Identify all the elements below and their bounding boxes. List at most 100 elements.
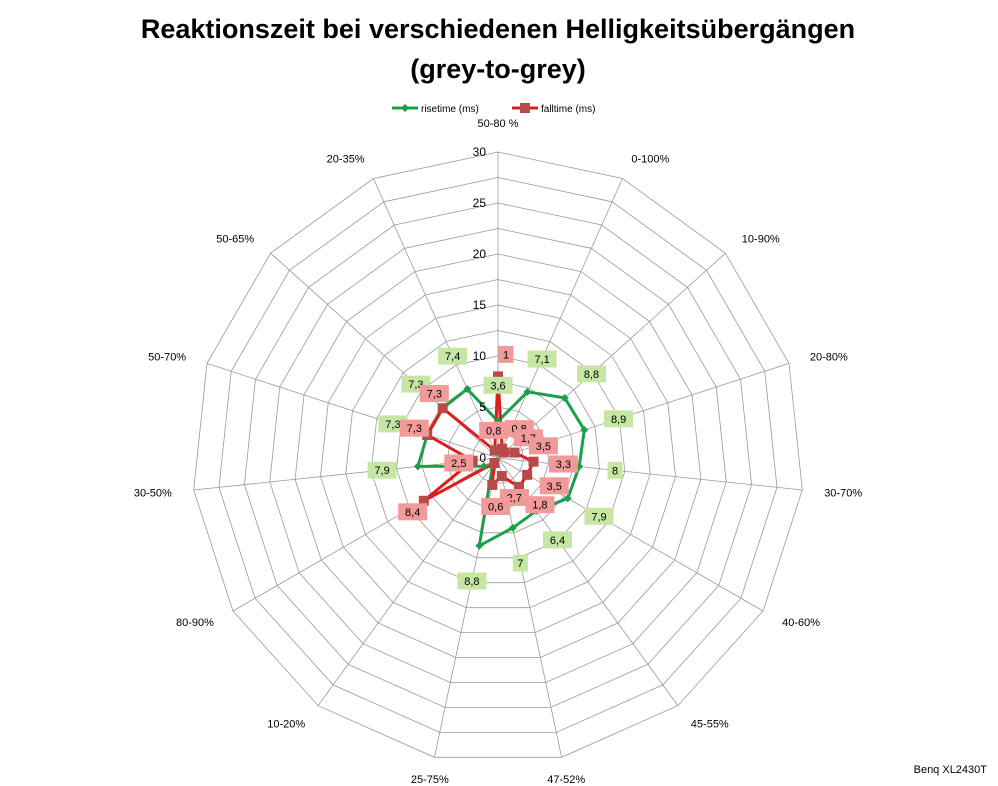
grid-ring: [396, 355, 600, 559]
falltime-label-box: [398, 503, 428, 521]
falltime-label-box: [399, 419, 429, 437]
grid-spoke: [373, 178, 499, 459]
risetime-data-label: 7,3: [385, 419, 400, 431]
grid-spoke: [497, 457, 803, 491]
category-label: 40-60%: [782, 617, 820, 629]
risetime-label-box: [543, 531, 572, 549]
falltime-point: [528, 456, 539, 467]
grid-ring: [193, 151, 803, 758]
risetime-data-label: 8: [612, 465, 618, 477]
risetime-label-box: [607, 461, 623, 479]
footer-label: Benq XL2430T: [914, 764, 988, 776]
category-label: 47-52%: [547, 774, 585, 786]
falltime-data-label: 8,4: [405, 507, 420, 519]
risetime-data-label: 6,4: [550, 535, 565, 547]
grid-spoke: [497, 178, 623, 459]
falltime-data-label: 7,3: [427, 389, 442, 401]
category-labels: 50-80 % 0-100% 10-90% 20-80% 30-70% 40-60% 45-…: [134, 118, 862, 786]
falltime-label-box: [481, 498, 511, 515]
grid-ring: [294, 253, 702, 658]
risetime-data-label: 8,9: [611, 414, 626, 426]
risetime-point: [479, 462, 488, 471]
risetime-data-label: 8,8: [584, 369, 599, 381]
grid-spoke: [497, 252, 726, 459]
category-label: 0-100%: [631, 153, 669, 165]
category-label: 30-70%: [824, 487, 862, 499]
falltime-point: [489, 458, 500, 468]
grid-spoke: [206, 363, 499, 459]
category-label: 20-35%: [327, 153, 365, 165]
risetime-data-label: 8,8: [464, 576, 479, 588]
category-label: 20-80%: [810, 352, 848, 364]
grid-ring: [320, 279, 676, 633]
falltime-data-label: 0,6: [488, 502, 503, 514]
grid-spoke: [317, 457, 499, 706]
falltime-point: [514, 481, 524, 492]
risetime-point: [560, 393, 569, 402]
risetime-data-label: 7: [517, 558, 523, 570]
grid-ring: [243, 202, 753, 708]
falltime-point: [418, 495, 429, 506]
falltime-data-label: 7,3: [407, 423, 422, 435]
falltime-data-label: 0,8: [486, 425, 501, 437]
falltime-label-box: [539, 477, 569, 495]
category-label: 80-90%: [176, 617, 214, 629]
falltime-data-label: 1,8: [532, 500, 547, 512]
falltime-data-label: 3,5: [536, 441, 551, 453]
risetime-point: [580, 425, 589, 434]
grid-ring: [218, 177, 778, 733]
risetime-label-box: [577, 365, 606, 383]
category-label: 25-75%: [411, 774, 449, 786]
risetime-point: [413, 462, 422, 471]
legend-marker-risetime: [401, 104, 409, 112]
risetime-label-box: [512, 554, 528, 572]
risetime-point: [523, 387, 532, 396]
falltime-label-box: [479, 421, 509, 439]
legend: risetime (ms) falltime (ms): [392, 103, 595, 115]
falltime-label-box: [525, 496, 555, 514]
falltime-point: [522, 469, 533, 480]
falltime-point: [496, 471, 507, 481]
falltime-data-label: 3,5: [547, 481, 562, 493]
risetime-point: [563, 494, 572, 503]
falltime-point: [509, 447, 520, 458]
legend-marker-falltime: [520, 103, 530, 113]
chart-title-line1: Reaktionszeit bei verschiedenen Helligke…: [141, 14, 855, 44]
grid-ring: [269, 228, 727, 683]
series-lines: [413, 371, 589, 550]
falltime-point: [493, 371, 503, 382]
falltime-data-label: 2,7: [507, 493, 522, 505]
radial-tick-label: 15: [473, 298, 487, 312]
risetime-data-label: 7,9: [374, 465, 389, 477]
risetime-label-box: [527, 350, 557, 368]
grid-ring: [421, 381, 575, 534]
risetime-data-label: 7,9: [591, 511, 606, 523]
category-label: 50-80 %: [478, 118, 519, 130]
chart-title-line2: (grey-to-grey): [410, 54, 586, 84]
risetime-label-box: [457, 572, 487, 590]
falltime-label-box: [528, 437, 558, 455]
category-label: 10-90%: [742, 234, 780, 246]
risetime-label-box: [438, 347, 468, 365]
radar-grid: [193, 151, 803, 758]
radial-tick-label: 25: [473, 196, 487, 210]
legend-label-falltime: falltime (ms): [541, 104, 595, 115]
grid-ring: [370, 330, 626, 584]
risetime-point: [463, 385, 472, 394]
radial-tick-label: 5: [479, 400, 486, 414]
falltime-data-label: 3,3: [556, 459, 571, 471]
radial-tick-label: 30: [473, 145, 487, 159]
risetime-point: [508, 523, 517, 532]
radial-tick-label: 20: [473, 247, 487, 261]
data-labels: 3,6 7,1 8,8 8,9 8 7,9 6,4 7 8,8 7,9 7,3 7,3 7,4 1 0,8 1…: [367, 345, 634, 590]
risetime-data-label: 7,3: [408, 379, 423, 391]
falltime-point: [437, 403, 448, 414]
radial-tick-label: 10: [473, 349, 487, 363]
risetime-data-label: 3,6: [490, 380, 505, 392]
legend-label-risetime: risetime (ms): [421, 104, 479, 115]
risetime-label-box: [367, 461, 397, 479]
radial-tick-labels: 0 5 10 15 20 25 30: [473, 145, 487, 465]
falltime-label-box: [419, 385, 449, 402]
falltime-label-box: [444, 454, 474, 472]
